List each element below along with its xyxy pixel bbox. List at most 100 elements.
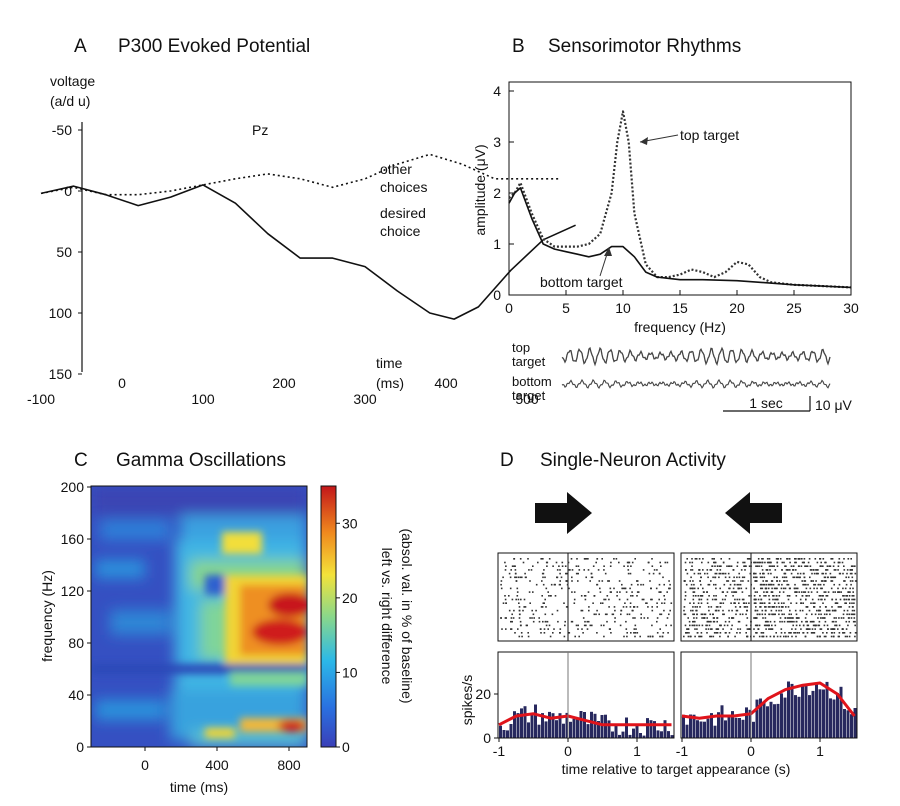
raster-spike <box>634 558 636 560</box>
panel-d-raster-left-frame <box>497 552 675 642</box>
raster-spike <box>691 624 694 627</box>
panel-d-xtick-label: -1 <box>676 743 689 759</box>
raster-spike <box>706 632 708 634</box>
panel-d-ytick-label: 0 <box>483 730 491 746</box>
raster-spike <box>651 598 653 601</box>
raster-spike <box>839 572 842 575</box>
raster-spike <box>799 558 801 560</box>
raster-spike <box>826 632 828 634</box>
raster-spike <box>650 598 652 601</box>
raster-spike <box>748 565 751 567</box>
panel-d-raster-spikes <box>500 558 857 638</box>
raster-spike <box>769 561 772 564</box>
raster-spike <box>707 583 710 586</box>
raster-spike <box>517 628 519 630</box>
raster-spike <box>639 635 641 638</box>
psth-bar <box>572 718 576 738</box>
raster-spike <box>738 598 741 601</box>
panel-a-xtick-label: 300 <box>353 391 377 407</box>
raster-spike <box>789 569 791 571</box>
raster-spike <box>842 572 844 575</box>
raster-spike <box>574 635 576 638</box>
raster-spike <box>805 583 807 586</box>
raster-spike <box>706 572 709 575</box>
raster-spike <box>813 572 816 575</box>
raster-spike <box>687 617 689 619</box>
panel-d-xtick-label: 0 <box>564 743 572 759</box>
panel-b-xtick-label: 25 <box>786 300 802 316</box>
raster-spike <box>642 569 645 571</box>
panel-d-psth-curves <box>498 681 856 727</box>
panel-d-xtick-label: 0 <box>747 743 755 759</box>
raster-spike <box>568 632 571 634</box>
raster-spike <box>773 595 775 597</box>
raster-spike <box>808 595 810 597</box>
panel-c-ytick-label: 40 <box>68 687 84 703</box>
raster-spike <box>762 558 764 560</box>
raster-spike <box>813 606 815 608</box>
raster-spike <box>518 617 521 619</box>
raster-spike <box>520 624 522 627</box>
raster-spike <box>747 580 750 582</box>
raster-spike <box>830 635 833 638</box>
raster-spike <box>700 598 703 601</box>
raster-spike <box>804 635 807 638</box>
panel-c-title: Gamma Oscillations <box>116 450 286 471</box>
raster-spike <box>821 572 823 575</box>
raster-spike <box>717 628 720 630</box>
raster-spike <box>693 591 696 593</box>
raster-spike <box>800 602 802 604</box>
raster-spike <box>728 576 731 579</box>
raster-spike <box>571 591 573 593</box>
panel-c-plot-frame <box>90 485 308 748</box>
raster-spike <box>842 613 845 616</box>
psth-bar <box>614 725 618 738</box>
raster-spike <box>753 587 755 590</box>
psth-bar <box>731 711 734 738</box>
raster-spike <box>849 569 852 571</box>
raster-spike <box>626 635 628 638</box>
raster-spike <box>578 635 580 638</box>
raster-spike <box>744 569 746 571</box>
raster-spike <box>854 572 857 575</box>
panel-d-xtick-label: -1 <box>493 743 506 759</box>
psth-bar <box>801 686 804 738</box>
raster-spike <box>756 617 758 619</box>
raster-spike <box>542 583 545 586</box>
raster-spike <box>819 583 822 586</box>
raster-spike <box>822 595 824 597</box>
raster-spike <box>761 609 764 612</box>
raster-spike <box>754 591 757 593</box>
panel-b-trace-top-target <box>508 110 852 289</box>
raster-spike <box>834 569 837 571</box>
raster-spike <box>831 576 833 579</box>
raster-spike <box>511 620 513 623</box>
raster-spike <box>740 580 742 582</box>
raster-spike <box>573 602 576 604</box>
raster-spike <box>759 583 762 586</box>
raster-spike <box>750 595 752 597</box>
raster-spike <box>775 587 777 590</box>
panel-a-xtick-label: -100 <box>27 391 55 407</box>
raster-spike <box>759 572 761 575</box>
raster-spike <box>813 632 815 634</box>
raster-spike <box>767 561 770 564</box>
raster-spike <box>514 632 516 634</box>
psth-bar <box>787 681 790 738</box>
raster-spike <box>810 580 813 582</box>
raster-spike <box>583 595 586 597</box>
raster-spike <box>756 591 758 593</box>
raster-spike <box>770 580 773 582</box>
psth-bar <box>832 699 836 738</box>
raster-spike <box>614 617 616 619</box>
raster-spike <box>633 632 635 634</box>
raster-spike <box>797 617 799 619</box>
raster-spike <box>545 587 548 590</box>
raster-spike <box>704 613 707 616</box>
raster-spike <box>816 569 818 571</box>
raster-spike <box>610 591 612 593</box>
psth-bar <box>642 735 646 738</box>
raster-spike <box>810 591 813 593</box>
raster-spike <box>795 602 798 604</box>
raster-spike <box>826 613 828 616</box>
